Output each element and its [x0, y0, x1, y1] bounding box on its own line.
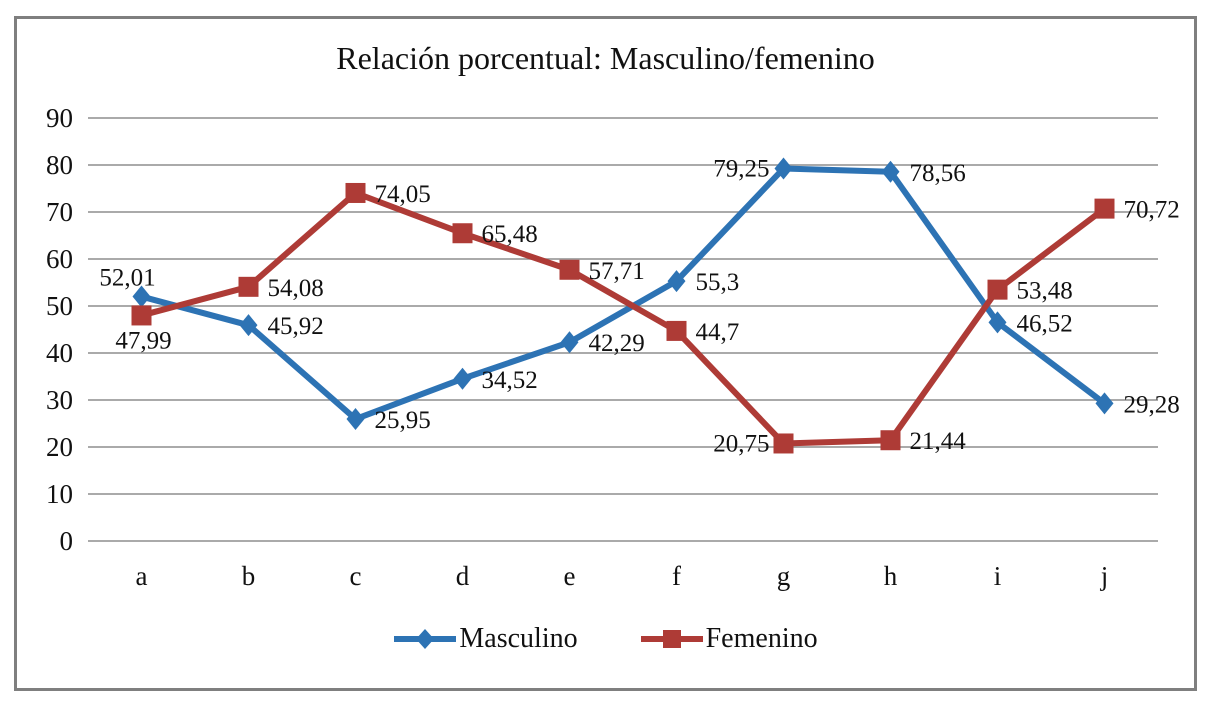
legend-label-masculino: Masculino [459, 623, 578, 654]
y-axis-tick-label: 90 [46, 103, 73, 133]
data-point-femenino-e [559, 259, 580, 280]
data-label-femenino-a: 47,99 [115, 327, 171, 354]
data-label-masculino-f: 55,3 [696, 269, 740, 296]
data-point-masculino-g [774, 157, 793, 180]
data-label-masculino-h: 78,56 [910, 160, 966, 187]
data-point-femenino-g [773, 433, 794, 454]
data-label-femenino-j: 70,72 [1124, 197, 1180, 224]
data-label-masculino-i: 46,52 [1017, 310, 1073, 337]
chart-title: Relación porcentual: Masculino/femenino [336, 40, 875, 76]
y-axis-tick-label: 60 [46, 244, 73, 274]
data-point-masculino-i [988, 311, 1007, 334]
data-point-femenino-c [345, 182, 366, 203]
data-label-masculino-d: 34,52 [482, 367, 538, 394]
data-point-femenino-i [987, 279, 1008, 300]
chart-plot-area: 0 10 20 30 40 50 60 70 80 90 a b c d e f g h i j 52,01 45,92 2… [46, 103, 1180, 591]
chart-legend: Masculino Femenino [17, 625, 1194, 653]
y-axis-tick-label: 10 [46, 479, 73, 509]
legend-item-femenino: Femenino [640, 625, 818, 653]
data-point-femenino-f [666, 320, 687, 341]
data-label-femenino-h: 21,44 [910, 428, 967, 455]
data-label-masculino-j: 29,28 [1124, 391, 1180, 418]
data-label-masculino-e: 42,29 [589, 330, 645, 357]
data-point-masculino-c [346, 408, 365, 431]
y-axis-tick-label: 70 [46, 197, 73, 227]
x-axis-category-label: e [564, 561, 576, 591]
legend-line-diamond-icon [394, 629, 457, 649]
data-point-femenino-h [880, 430, 901, 451]
data-label-femenino-e: 57,71 [589, 258, 645, 285]
data-label-femenino-b: 54,08 [268, 275, 324, 302]
data-point-femenino-b [238, 276, 259, 297]
y-axis-tick-label: 40 [46, 338, 73, 368]
data-label-femenino-g: 20,75 [713, 430, 769, 457]
data-label-femenino-d: 65,48 [482, 221, 538, 248]
x-axis-category-label: c [350, 561, 362, 591]
data-label-masculino-c: 25,95 [375, 407, 431, 434]
x-axis-category-label: h [884, 561, 898, 591]
x-axis-category-label: i [994, 561, 1002, 591]
legend-item-masculino: Masculino [393, 623, 578, 654]
y-axis-tick-label: 50 [46, 291, 73, 321]
series-line-femenino [140, 189, 1107, 447]
x-axis-category-label: b [242, 561, 256, 591]
x-axis-category-label: j [1100, 561, 1109, 591]
data-point-masculino-a [132, 285, 151, 308]
data-label-femenino-i: 53,48 [1017, 278, 1073, 305]
data-label-masculino-b: 45,92 [268, 313, 324, 340]
data-point-masculino-d [453, 367, 472, 390]
series-line-masculino [140, 165, 1107, 423]
y-axis-tick-label: 80 [46, 150, 73, 180]
data-label-masculino-g: 79,25 [713, 156, 769, 183]
data-point-masculino-f [667, 270, 686, 293]
y-axis-tick-label: 0 [60, 526, 74, 556]
chart-frame: Relación porcentual: Masculino/femenino … [14, 16, 1197, 691]
data-point-femenino-a [131, 305, 152, 326]
x-axis-category-label: a [136, 561, 148, 591]
y-axis-tick-label: 30 [46, 385, 73, 415]
x-axis-category-label: g [777, 561, 791, 591]
x-axis-category-label: d [456, 561, 470, 591]
legend-line-square-icon [640, 630, 703, 648]
data-point-femenino-d [452, 223, 473, 244]
data-point-femenino-j [1094, 198, 1115, 219]
data-point-masculino-e [560, 331, 579, 354]
data-label-masculino-a: 52,01 [99, 265, 155, 292]
x-axis-category-label: f [672, 561, 681, 591]
legend-label-femenino: Femenino [705, 623, 818, 654]
data-point-masculino-b [239, 314, 258, 337]
data-point-masculino-h [881, 160, 900, 183]
data-point-masculino-j [1095, 392, 1114, 415]
y-axis-tick-label: 20 [46, 432, 73, 462]
data-label-femenino-f: 44,7 [696, 319, 740, 346]
data-label-femenino-c: 74,05 [375, 181, 431, 208]
